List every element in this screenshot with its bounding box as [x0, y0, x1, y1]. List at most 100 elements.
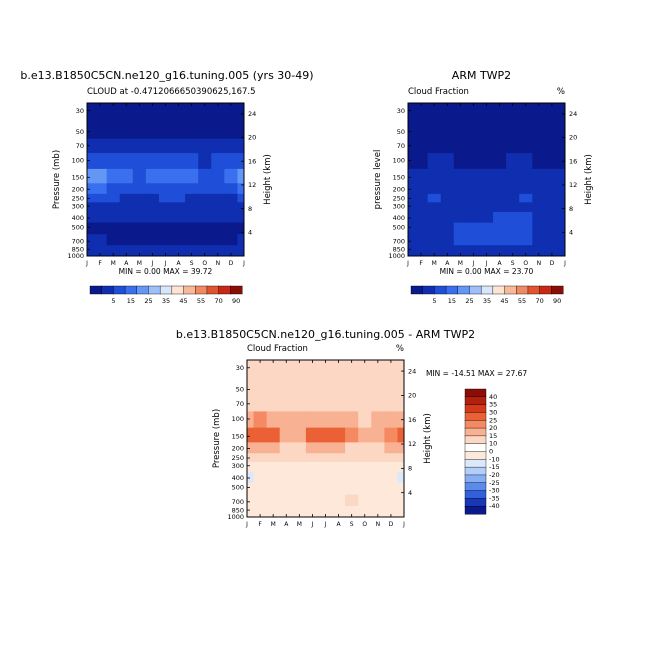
- colorbar-box: [516, 285, 529, 295]
- heatmap-cell: [292, 494, 307, 507]
- heatmap-cell: [119, 234, 134, 246]
- heatmap-cell: [211, 212, 225, 224]
- heatmap-cell: [237, 121, 245, 140]
- heatmap-cell: [106, 168, 121, 184]
- heatmap-cell: [545, 121, 559, 140]
- heatmap-cell: [440, 202, 455, 213]
- heatmap-cell: [318, 360, 333, 380]
- heatmap-cell: [427, 202, 442, 213]
- heatmap-cell: [427, 222, 442, 235]
- heatmap-cell: [371, 396, 385, 412]
- heatmap-cell: [358, 453, 372, 463]
- colorbar-label: 45: [500, 297, 508, 305]
- heatmap-cell: [332, 505, 346, 514]
- heatmap-cell: [172, 103, 186, 122]
- heatmap-cell: [237, 222, 245, 235]
- height-tick-label: 24: [569, 110, 577, 118]
- colorbar-label: 55: [197, 297, 205, 305]
- heatmap-cell: [519, 121, 533, 140]
- y-tick-label: 150: [72, 174, 84, 182]
- chart-title: ARM TWP2: [452, 69, 511, 82]
- heatmap-cell: [358, 442, 372, 454]
- heatmap-cell: [358, 360, 372, 380]
- y-axis-label: pressure level: [373, 150, 383, 210]
- heatmap-cell: [345, 482, 359, 496]
- heatmap-cell: [397, 442, 405, 454]
- heatmap-cell: [172, 193, 186, 203]
- colorbar-box: [464, 482, 487, 492]
- heatmap-cell: [198, 193, 212, 203]
- heatmap-cell: [211, 138, 225, 154]
- heatmap-cell: [106, 212, 121, 224]
- colorbar-label: 25: [489, 416, 497, 424]
- x-tick-label: F: [258, 521, 262, 528]
- heatmap-cell: [132, 245, 147, 254]
- heatmap-cell: [358, 396, 372, 412]
- heatmap-cell: [427, 234, 442, 246]
- heatmap-cell: [371, 505, 385, 514]
- heatmap-cell: [545, 193, 559, 203]
- y-tick-label: 500: [72, 223, 84, 231]
- heatmap-cell: [253, 360, 268, 380]
- heatmap-cell: [479, 234, 494, 246]
- y-tick-label: 500: [232, 484, 244, 492]
- height-tick-label: 8: [408, 465, 412, 473]
- heatmap-cell: [427, 183, 442, 195]
- heatmap-cell: [427, 193, 442, 203]
- heatmap-cell: [408, 252, 415, 257]
- height-tick-label: 24: [408, 367, 416, 375]
- x-tick-label: A: [124, 260, 129, 267]
- heatmap-cell: [532, 138, 546, 154]
- heatmap-cell: [519, 168, 533, 184]
- heatmap-cell: [145, 222, 160, 235]
- heatmap-cell: [371, 442, 385, 454]
- heatmap-cell: [93, 234, 108, 246]
- heatmap-cell: [279, 453, 294, 463]
- heatmap-cell: [397, 396, 405, 412]
- heatmap-cell: [253, 494, 268, 507]
- heatmap-cell: [358, 427, 372, 443]
- height-tick-label: 8: [569, 205, 573, 213]
- heatmap-cell: [145, 234, 160, 246]
- height-tick-label: 24: [248, 110, 256, 118]
- heatmap-cell: [185, 234, 199, 246]
- heatmap-cell: [558, 193, 566, 203]
- colorbar-label: 45: [179, 297, 187, 305]
- heatmap-cell: [266, 411, 281, 429]
- heatmap-cell: [479, 212, 494, 224]
- heatmap-cell: [132, 193, 147, 203]
- colorbar-box: [195, 285, 208, 295]
- colorbar-box: [410, 285, 424, 295]
- heatmap-cell: [172, 183, 186, 195]
- heatmap-cell: [466, 138, 481, 154]
- heatmap-cell: [506, 212, 520, 224]
- heatmap-cell: [266, 396, 281, 412]
- heatmap-cell: [158, 138, 173, 154]
- heatmap-cell: [519, 193, 533, 203]
- x-tick-label: S: [350, 521, 354, 528]
- height-tick-label: 8: [248, 205, 252, 213]
- x-tick-label: O: [202, 260, 207, 267]
- heatmap-cell: [224, 245, 238, 254]
- colorbar: 5 15 25 35 45 55 70 90: [89, 285, 243, 305]
- heatmap-cell: [453, 193, 468, 203]
- colorbar-label: 35: [489, 401, 497, 409]
- y-tick-label: 850: [393, 245, 405, 253]
- heatmap-cell: [279, 461, 294, 473]
- heatmap-cell: [384, 442, 398, 454]
- y-tick-label: 150: [232, 432, 244, 440]
- x-tick-label: O: [523, 260, 528, 267]
- heatmap-cell: [198, 153, 212, 170]
- x-tick-label: J: [311, 521, 314, 528]
- heatmap-cell: [253, 378, 268, 398]
- y-tick-label: 200: [393, 185, 405, 193]
- heatmap-cell: [158, 168, 173, 184]
- heatmap-cell: [172, 212, 186, 224]
- heatmap-cell: [440, 153, 455, 170]
- heatmap-cell: [132, 121, 147, 140]
- heatmap-cell: [519, 183, 533, 195]
- heatmap-cell: [358, 461, 372, 473]
- colorbar-box: [218, 285, 231, 295]
- heatmap-cell: [119, 222, 134, 235]
- heatmap-cell: [558, 153, 566, 170]
